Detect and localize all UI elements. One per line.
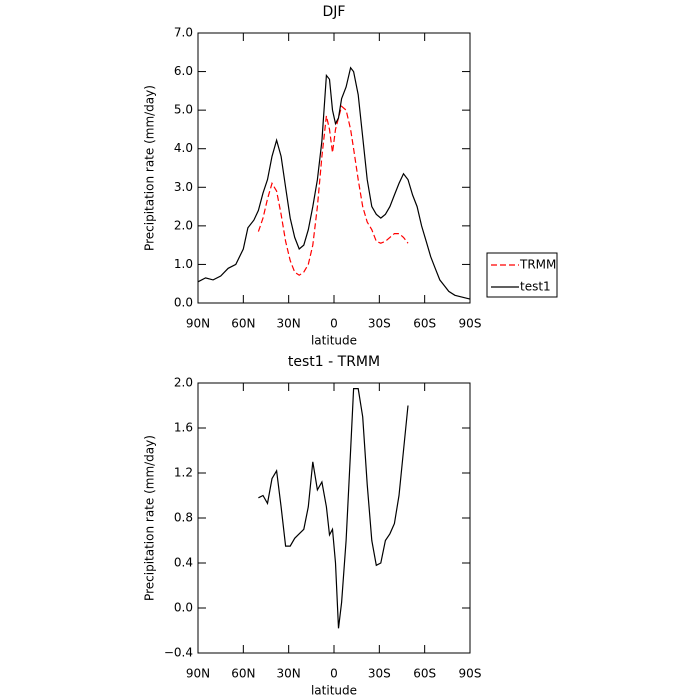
y-tick-label: 0.0 xyxy=(174,296,193,310)
y-tick-label: 6.0 xyxy=(174,64,193,78)
y-tick-label: 0.0 xyxy=(174,601,193,615)
y-tick-label: 5.0 xyxy=(174,103,193,117)
y-tick-label: −0.4 xyxy=(164,646,193,660)
plot-frame xyxy=(197,382,471,654)
y-tick-label: 1.6 xyxy=(174,421,193,435)
x-tick-label: 60N xyxy=(231,317,255,331)
x-tick-label: 0 xyxy=(330,667,338,681)
y-axis-label: Precipitation rate (mm/day) xyxy=(143,85,157,251)
y-tick-label: 2.0 xyxy=(174,218,193,232)
x-tick-label: 90S xyxy=(459,317,482,331)
x-axis-label: latitude xyxy=(311,684,357,698)
x-tick-label: 30N xyxy=(277,667,301,681)
y-tick-label: 4.0 xyxy=(174,141,193,155)
plot-frame xyxy=(197,32,471,304)
x-tick-label: 0 xyxy=(330,317,338,331)
y-tick-label: 1.0 xyxy=(174,257,193,271)
y-tick-label: 2.0 xyxy=(174,376,193,390)
x-tick-label: 90N xyxy=(186,317,210,331)
y-tick-label: 3.0 xyxy=(174,180,193,194)
x-tick-label: 30S xyxy=(368,667,391,681)
chart-title: DJF xyxy=(323,4,346,20)
legend-box xyxy=(486,252,558,298)
chart-title: test1 - TRMM xyxy=(288,354,380,370)
data-line xyxy=(197,66,471,300)
legend-label: TRMM xyxy=(519,258,556,272)
x-tick-label: 60S xyxy=(413,667,436,681)
x-tick-label: 30S xyxy=(368,317,391,331)
y-tick-label: 0.8 xyxy=(174,511,193,525)
y-tick-label: 1.2 xyxy=(174,466,193,480)
y-axis-label: Precipitation rate (mm/day) xyxy=(143,435,157,601)
legend-label: test1 xyxy=(520,280,551,294)
legend: TRMM test1 xyxy=(486,252,558,298)
x-tick-label: 90N xyxy=(186,667,210,681)
x-tick-label: 30N xyxy=(277,317,301,331)
data-line xyxy=(257,105,409,276)
x-axis-label: latitude xyxy=(311,334,357,348)
x-tick-label: 90S xyxy=(459,667,482,681)
data-line xyxy=(258,388,409,629)
x-tick-label: 60N xyxy=(231,667,255,681)
y-tick-label: 7.0 xyxy=(174,26,193,40)
x-tick-label: 60S xyxy=(413,317,436,331)
y-tick-label: 0.4 xyxy=(174,556,193,570)
